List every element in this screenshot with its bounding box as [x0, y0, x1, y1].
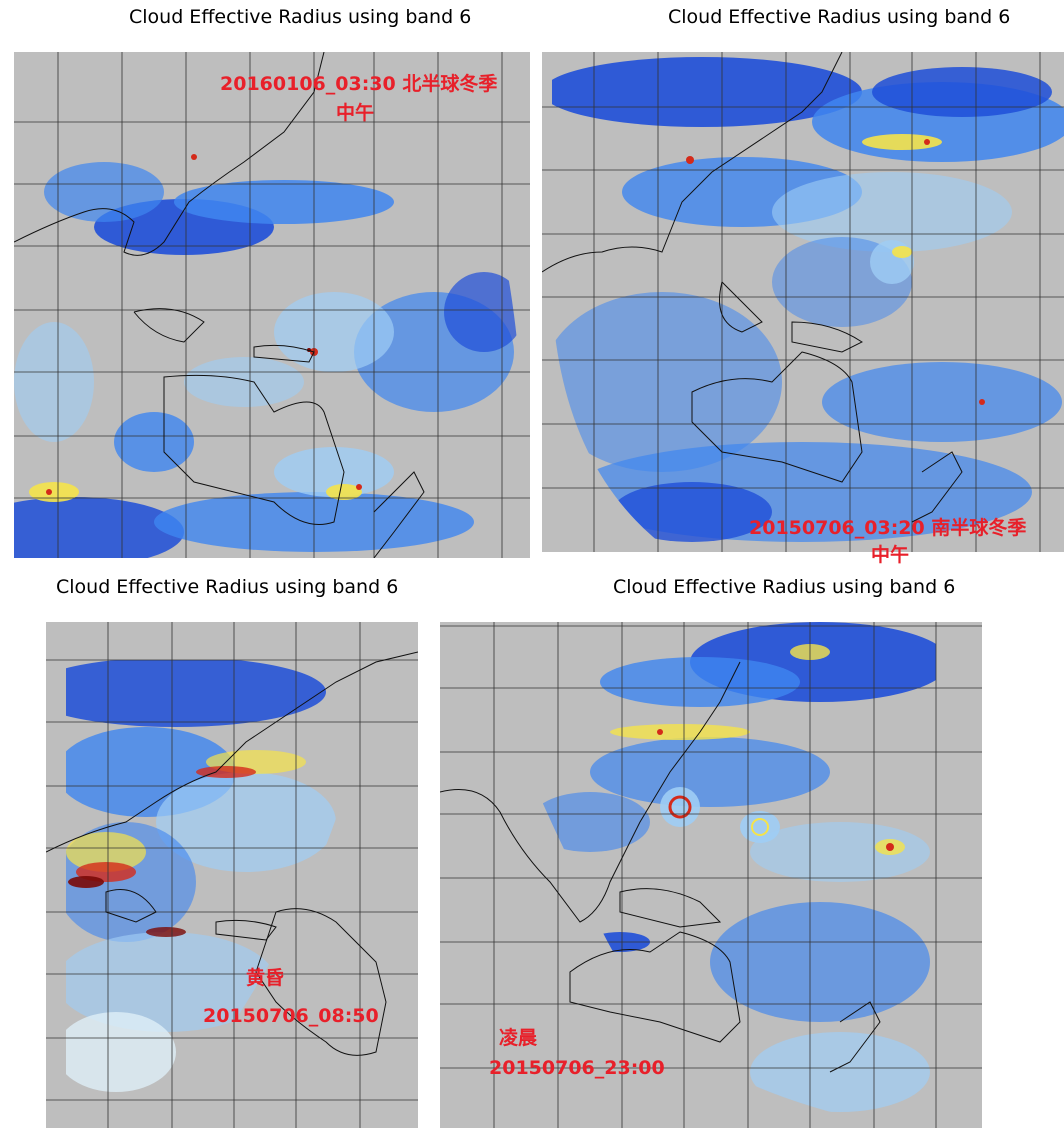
panel-4-annotation-line2: 20150706_23:00: [489, 1057, 665, 1079]
panel-1-map-image: [14, 52, 530, 558]
coastlines: [542, 52, 963, 523]
panel-2-title: Cloud Effective Radius using band 6: [668, 6, 1011, 28]
cloud-field: [66, 660, 386, 1102]
panel-1-annotation-line1: 20160106_03:30 北半球冬季: [220, 73, 498, 95]
panel-3-title: Cloud Effective Radius using band 6: [56, 576, 399, 598]
cloud-field: [460, 622, 936, 1122]
cloud-field: [552, 52, 1064, 552]
cloud-field: [14, 52, 525, 558]
panel-3-map-image: [46, 622, 418, 1128]
panel-1-annotation-line2: 中午: [336, 102, 375, 124]
coastlines: [46, 651, 418, 1056]
panel-2-annotation-line2: 中午: [871, 544, 910, 566]
panel-3-annotation-line2: 20150706_08:50: [203, 1005, 379, 1027]
panel-3-annotation-line1: 黄昏: [246, 967, 285, 989]
panel-2-map-image: [542, 52, 1064, 552]
panel-3-map: [46, 622, 418, 1128]
panel-4-annotation-line1: 凌晨: [499, 1027, 538, 1049]
coastlines: [14, 52, 425, 558]
panel-1-map: [14, 52, 530, 558]
panel-1-title: Cloud Effective Radius using band 6: [129, 6, 472, 28]
panel-4-title: Cloud Effective Radius using band 6: [613, 576, 956, 598]
graticule: [440, 622, 982, 1128]
panel-2-map: [542, 52, 1064, 552]
graticule: [14, 52, 530, 558]
coastlines: [440, 661, 881, 1073]
panel-4-map: [440, 622, 982, 1128]
graticule: [542, 52, 1064, 552]
panel-2-annotation-line1: 20150706_03:20 南半球冬季: [749, 517, 1027, 539]
panel-4-map-image: [440, 622, 982, 1128]
graticule: [46, 622, 418, 1128]
